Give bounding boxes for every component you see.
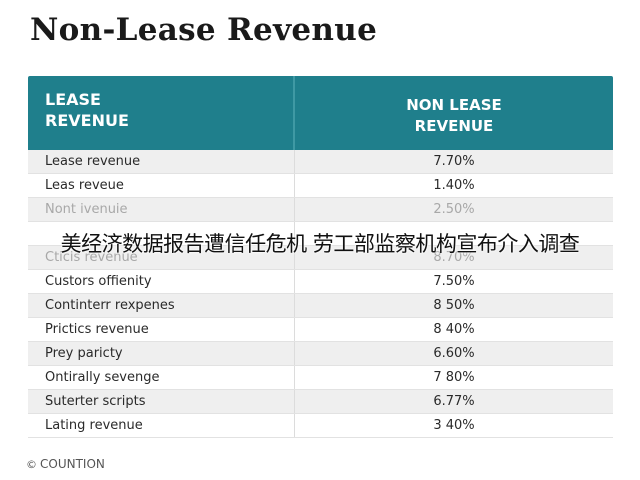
caption-text: COUNTION (40, 457, 105, 471)
row-label: Prey paricty (28, 342, 295, 365)
table-row: Prictics revenue 8 40% (28, 318, 613, 342)
table-row: Leas reveue 1.40% (28, 174, 613, 198)
table-row: Ontirally sevenge 7 80% (28, 366, 613, 390)
header-right-line-2: REVENUE (414, 117, 494, 135)
overlay-headline-text: 美经济数据报告遭信任危机 劳工部监察机构宣布介入调查 (60, 232, 580, 256)
row-label: Lating revenue (28, 414, 295, 437)
copyright-icon: © (26, 458, 37, 471)
page-title: Non-Lease Revenue (30, 12, 378, 48)
table-row: Nont ivenuie 2.50% (28, 198, 613, 222)
row-label: Custors offienity (28, 270, 295, 293)
row-value: 8.70% (433, 250, 475, 265)
table-row: Cticis revenue 8.70% (28, 246, 613, 270)
row-label: Suterter scripts (28, 390, 295, 413)
row-value: 8 50% (433, 298, 475, 313)
header-left-line-2: REVENUE (45, 111, 129, 130)
header-non-lease-revenue: NON LEASE REVENUE (295, 76, 613, 150)
row-value: 7 80% (433, 370, 475, 385)
table-header: LEASE REVENUE NON LEASE REVENUE (28, 76, 613, 150)
row-value: 7.70% (433, 154, 475, 169)
table-row (28, 222, 613, 246)
row-label: Continterr rexpenes (28, 294, 295, 317)
row-value: 7.50% (433, 274, 475, 289)
header-left-line-1: LEASE (45, 90, 101, 109)
header-right-line-1: NON LEASE (406, 96, 502, 114)
row-value: 3 40% (433, 418, 475, 433)
row-label (28, 222, 295, 245)
row-label: Nont ivenuie (28, 198, 295, 221)
table-row: Prey paricty 6.60% (28, 342, 613, 366)
row-value: 8 40% (433, 322, 475, 337)
table-row: Lating revenue 3 40% (28, 414, 613, 438)
row-label: Prictics revenue (28, 318, 295, 341)
row-value: 2.50% (433, 202, 475, 217)
source-caption: © COUNTION (26, 457, 105, 471)
table-row: Lease revenue 7.70% (28, 150, 613, 174)
row-value: 1.40% (433, 178, 475, 193)
row-value: 6.77% (433, 394, 475, 409)
table-row: Continterr rexpenes 8 50% (28, 294, 613, 318)
header-lease-revenue: LEASE REVENUE (28, 76, 295, 150)
row-label: Ontirally sevenge (28, 366, 295, 389)
revenue-table: LEASE REVENUE NON LEASE REVENUE Lease re… (28, 76, 613, 438)
row-label: Lease revenue (28, 150, 295, 173)
table-row: Custors offienity 7.50% (28, 270, 613, 294)
table-row: Suterter scripts 6.77% (28, 390, 613, 414)
row-value: 6.60% (433, 346, 475, 361)
row-label: Cticis revenue (28, 246, 295, 269)
row-label: Leas reveue (28, 174, 295, 197)
